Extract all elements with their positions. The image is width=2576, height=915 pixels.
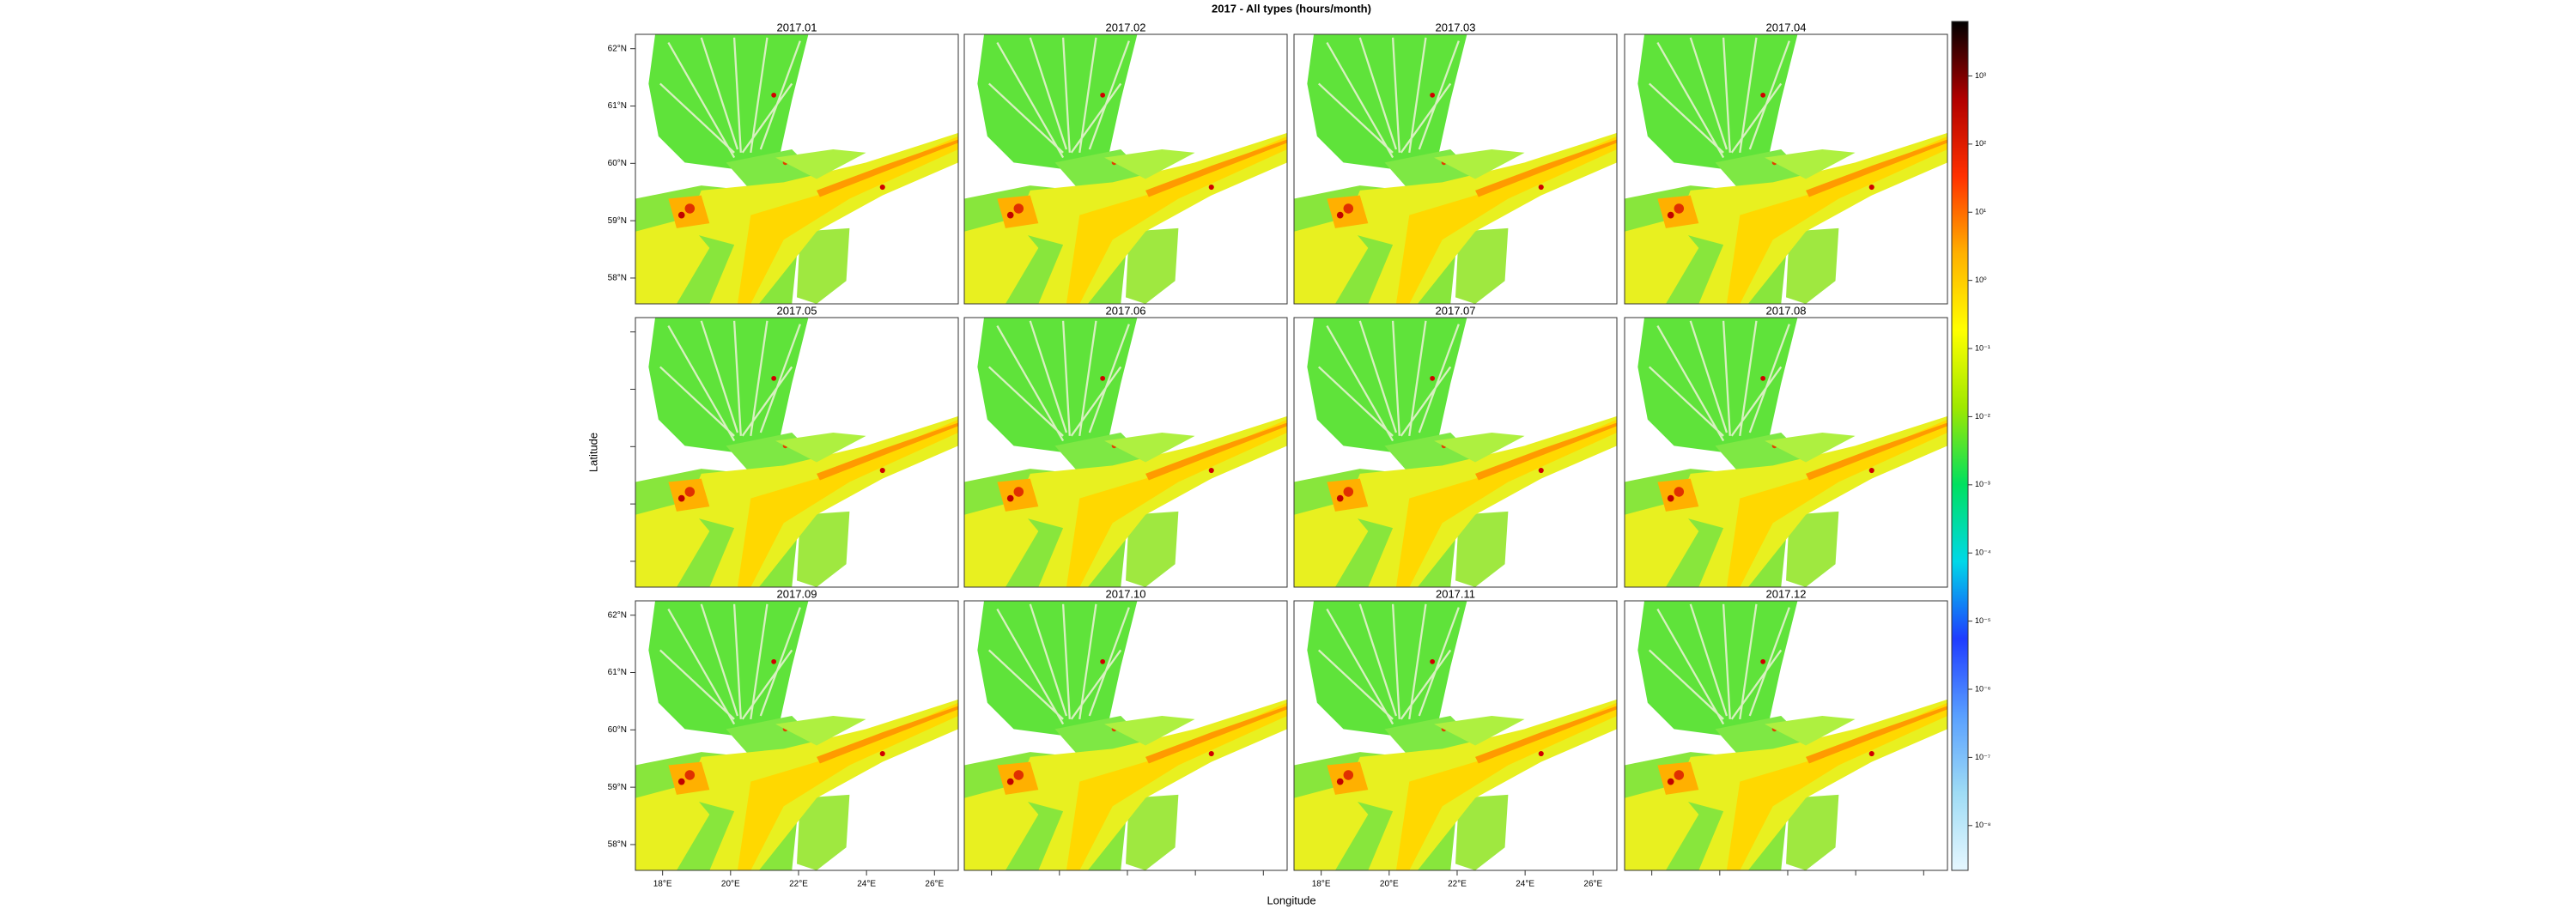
colorbar-tick-label: 10⁰ <box>1975 276 1987 284</box>
colorbar-tick-label: 10⁻⁷ <box>1975 753 1990 761</box>
panel-frame <box>1293 600 1618 871</box>
y-tick-label: 58°N <box>608 274 627 283</box>
x-tick-label: 26°E <box>1583 880 1602 889</box>
colorbar-tick-label: 10⁻² <box>1975 412 1990 421</box>
y-axis-label: Latitude <box>586 433 599 472</box>
y-tick-label: 58°N <box>608 840 627 850</box>
colorbar-tick-label: 10² <box>1975 139 1986 148</box>
x-tick-label: 20°E <box>721 880 740 889</box>
density-map <box>964 34 1287 304</box>
panel-frame <box>963 600 1288 871</box>
density-map <box>1625 318 1947 587</box>
panel-title: 2017.09 <box>777 587 817 600</box>
y-tick-label: 60°N <box>608 725 627 735</box>
panel-frame <box>1624 600 1948 871</box>
x-axis-label: Longitude <box>1267 894 1315 906</box>
colorbar-tick-label: 10⁻¹ <box>1975 343 1990 352</box>
colorbar-tick-label: 10⁻⁶ <box>1975 684 1991 693</box>
y-tick-label: 61°N <box>608 101 627 111</box>
colorbar-tick-label: 10⁻⁵ <box>1975 616 1991 625</box>
figure-title: 2017 - All types (hours/month) <box>1212 2 1371 15</box>
panel-title: 2017.01 <box>777 21 817 33</box>
density-map <box>1294 318 1617 587</box>
panel-title: 2017.10 <box>1106 587 1146 600</box>
panel-frame <box>1293 317 1618 588</box>
density-map <box>635 318 958 587</box>
density-map <box>1625 601 1947 870</box>
colorbar-tick-label: 10¹ <box>1975 208 1986 216</box>
x-tick-label: 26°E <box>925 880 944 889</box>
y-tick-label: 59°N <box>608 216 627 226</box>
colorbar-tick-label: 10³ <box>1975 71 1986 80</box>
panel-title: 2017.08 <box>1766 304 1807 317</box>
density-map <box>964 601 1287 870</box>
density-map <box>1294 34 1617 304</box>
y-tick-label: 59°N <box>608 783 627 792</box>
panel-title: 2017.12 <box>1766 587 1807 600</box>
y-tick-label: 62°N <box>608 610 627 620</box>
panel-frame <box>635 317 959 588</box>
density-map <box>635 34 958 304</box>
panel-frame <box>1624 317 1948 588</box>
panel-title: 2017.03 <box>1436 21 1476 33</box>
x-tick-label: 18°E <box>1312 880 1331 889</box>
panel-frame <box>635 33 959 305</box>
panel-title: 2017.04 <box>1766 21 1807 33</box>
colorbar-tick-label: 10⁻⁴ <box>1975 548 1991 557</box>
panel-title: 2017.11 <box>1436 587 1475 600</box>
panel-frame <box>1293 33 1618 305</box>
x-tick-label: 22°E <box>1448 880 1467 889</box>
density-map <box>1625 34 1947 304</box>
x-tick-label: 18°E <box>653 880 672 889</box>
colorbar-tick-label: 10⁻³ <box>1975 480 1990 488</box>
density-map <box>635 601 958 870</box>
panel-frame <box>1624 33 1948 305</box>
panel-title: 2017.06 <box>1106 304 1146 317</box>
density-map <box>1294 601 1617 870</box>
panel-frame <box>635 600 959 871</box>
colorbar <box>1951 21 1969 871</box>
panel-title: 2017.02 <box>1106 21 1146 33</box>
y-tick-label: 62°N <box>608 44 627 53</box>
density-map <box>964 318 1287 587</box>
y-tick-label: 61°N <box>608 668 627 677</box>
panel-frame <box>963 33 1288 305</box>
x-tick-label: 24°E <box>857 880 876 889</box>
x-tick-label: 24°E <box>1516 880 1534 889</box>
x-tick-label: 22°E <box>789 880 808 889</box>
panel-frame <box>963 317 1288 588</box>
panel-title: 2017.07 <box>1436 304 1476 317</box>
x-tick-label: 20°E <box>1380 880 1399 889</box>
y-tick-label: 60°N <box>608 159 627 168</box>
panel-title: 2017.05 <box>777 304 817 317</box>
colorbar-tick-label: 10⁻⁸ <box>1975 821 1991 829</box>
